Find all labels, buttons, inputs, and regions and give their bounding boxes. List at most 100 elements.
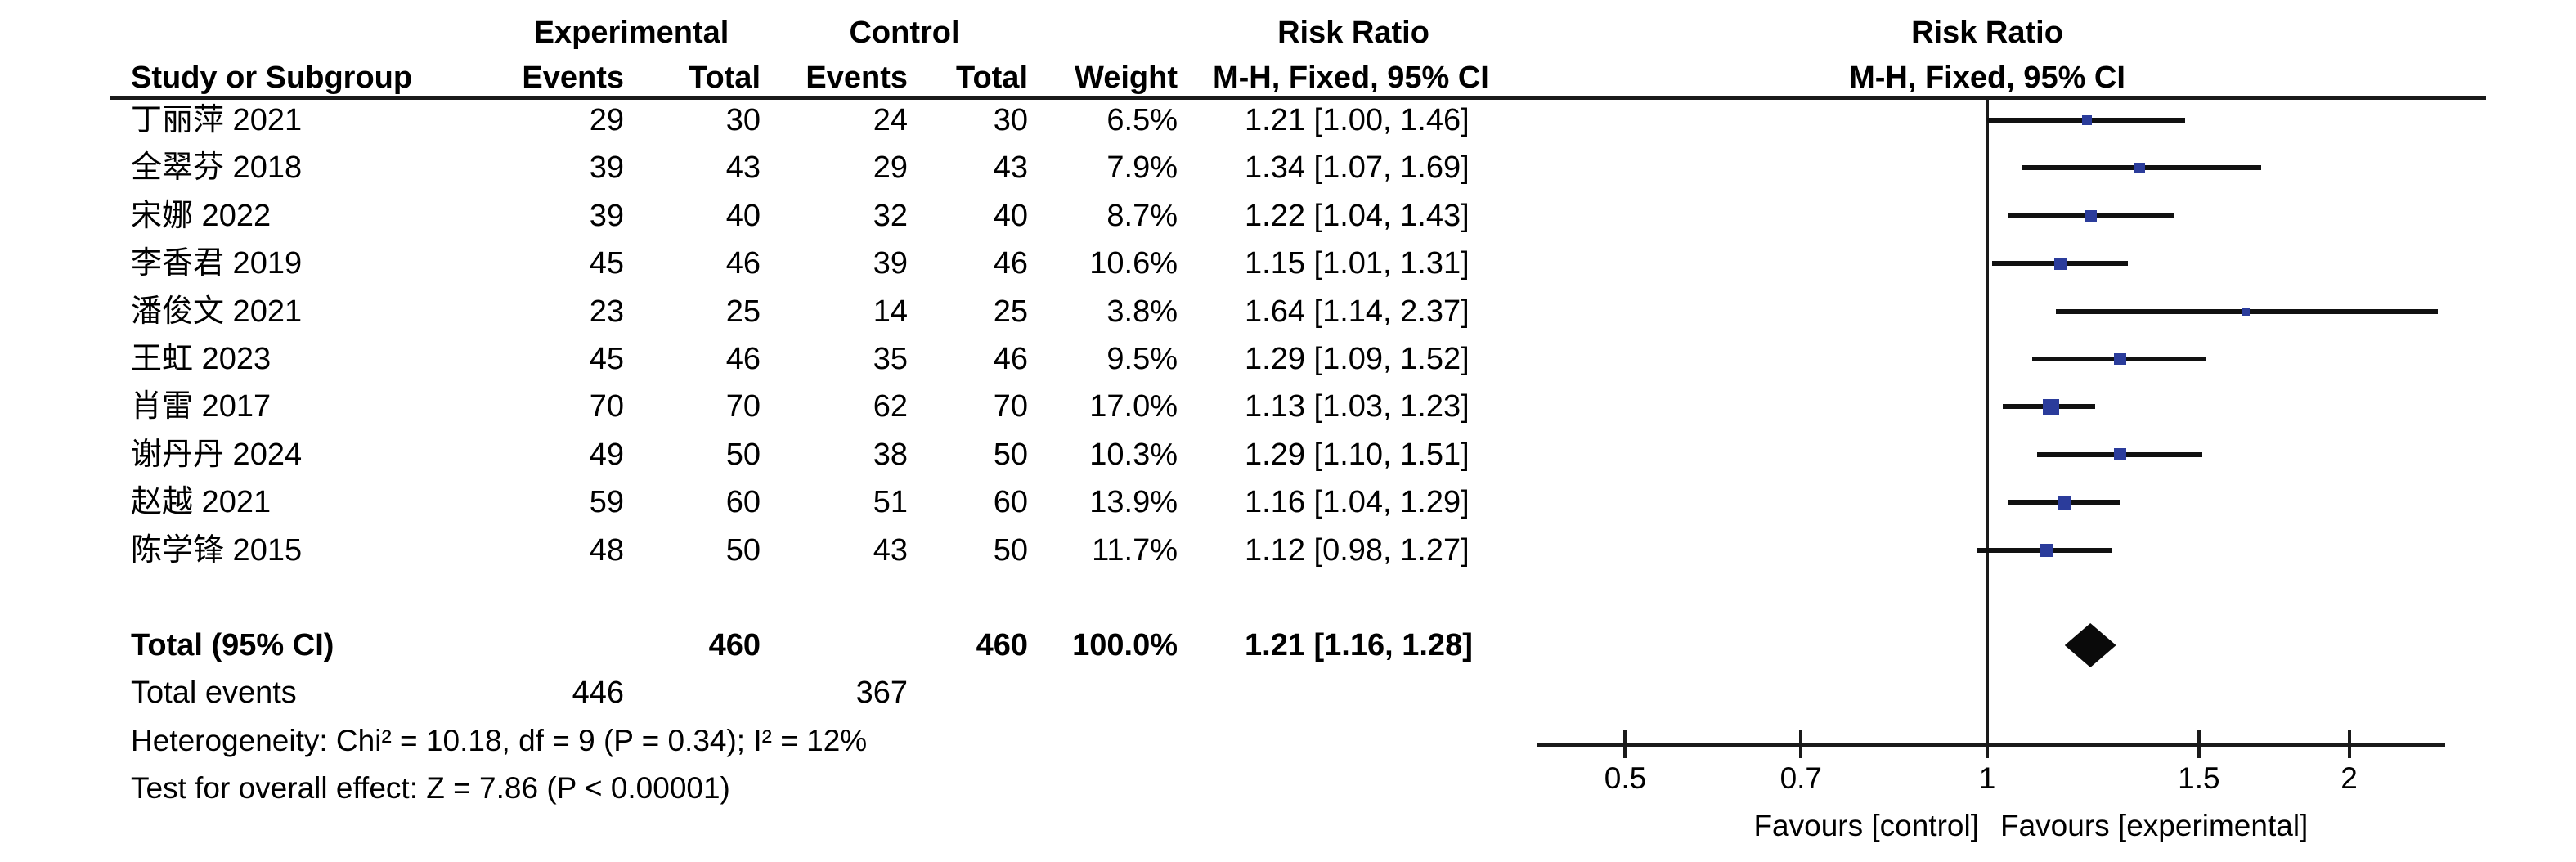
study-ctrl-total: 46: [993, 246, 1028, 281]
study-name: 宋娜 2022: [131, 198, 272, 233]
study-ctrl-total: 43: [993, 150, 1028, 186]
study-exp-total: 30: [725, 103, 761, 137]
study-rr-ci-text: 1.15 [1.01, 1.31]: [1245, 246, 1470, 281]
study-exp-total: 50: [725, 532, 761, 568]
study-exp-total: 50: [725, 437, 761, 472]
study-weight: 8.7%: [1106, 198, 1178, 233]
col-header-weight: Weight: [1075, 61, 1178, 95]
col-header-ctrl-events: Events: [806, 61, 908, 95]
study-rr-ci-text: 1.22 [1.04, 1.43]: [1245, 198, 1470, 233]
total-diamond: [2064, 623, 2116, 667]
study-exp-events: 49: [589, 437, 624, 472]
header-underline: [110, 96, 2486, 100]
study-ctrl-events: 38: [873, 437, 908, 472]
overall-effect-text: Test for overall effect: Z = 7.86 (P < 0…: [131, 771, 730, 805]
study-rr-ci-text: 1.29 [1.10, 1.51]: [1245, 437, 1470, 472]
axis-tick: [1623, 730, 1627, 758]
study-ctrl-total: 30: [993, 103, 1028, 137]
total-label: Total (95% CI): [131, 628, 334, 662]
favours-experimental-label: Favours [experimental]: [2000, 809, 2309, 842]
study-weight: 3.8%: [1106, 294, 1178, 329]
study-rr-ci-text: 1.21 [1.00, 1.46]: [1245, 103, 1470, 137]
total-events-exp: 446: [572, 676, 624, 710]
study-ctrl-events: 51: [873, 485, 908, 520]
study-ctrl-total: 60: [993, 485, 1028, 520]
total-events-ctrl: 367: [855, 676, 908, 710]
reference-line: [1986, 98, 1989, 758]
header-risk-ratio-table: Risk Ratio: [1277, 16, 1429, 50]
effect-square: [2053, 257, 2067, 270]
col-header-mh-fixed: M-H, Fixed, 95% CI: [1213, 61, 1489, 95]
study-ctrl-total: 40: [993, 198, 1028, 233]
study-name: 王虹 2023: [131, 342, 272, 376]
study-exp-events: 70: [589, 389, 624, 424]
study-exp-total: 46: [725, 246, 761, 281]
study-weight: 10.6%: [1089, 246, 1178, 281]
study-ctrl-total: 46: [993, 342, 1028, 376]
effect-square: [2114, 352, 2126, 366]
study-exp-events: 45: [589, 342, 624, 376]
col-header-ctrl-total: Total: [956, 61, 1028, 95]
study-exp-events: 59: [589, 485, 624, 520]
favours-control-label: Favours [control]: [1753, 809, 1979, 842]
study-ctrl-total: 70: [993, 389, 1028, 424]
study-name: 赵越 2021: [131, 485, 272, 520]
header-control-group: Control: [849, 16, 960, 50]
study-name: 李香君 2019: [131, 246, 303, 281]
study-name: 肖雷 2017: [131, 389, 272, 424]
study-weight: 9.5%: [1106, 342, 1178, 376]
study-name: 丁丽萍 2021: [131, 103, 303, 137]
study-weight: 11.7%: [1092, 532, 1178, 568]
study-weight: 10.3%: [1089, 437, 1178, 472]
total-exp-total: 460: [708, 628, 761, 662]
study-exp-events: 29: [589, 103, 624, 137]
axis-tick-label: 0.5: [1604, 761, 1647, 795]
axis-tick-label: 1: [1978, 761, 1996, 795]
study-exp-events: 39: [589, 198, 624, 233]
study-rr-ci-text: 1.34 [1.07, 1.69]: [1245, 150, 1470, 186]
study-ctrl-total: 50: [993, 532, 1028, 568]
total-weight: 100.0%: [1072, 628, 1178, 662]
col-header-exp-events: Events: [522, 61, 624, 95]
axis-tick: [2197, 730, 2201, 758]
study-ctrl-events: 62: [873, 389, 908, 424]
axis-tick: [1986, 730, 1989, 758]
study-exp-total: 40: [725, 198, 761, 233]
study-ctrl-events: 14: [873, 294, 908, 329]
study-exp-total: 25: [725, 294, 761, 329]
effect-square: [2085, 209, 2097, 222]
study-ctrl-events: 39: [873, 246, 908, 281]
axis-tick-label: 1.5: [2178, 761, 2220, 795]
study-rr-ci-text: 1.16 [1.04, 1.29]: [1245, 485, 1470, 520]
effect-square: [2114, 448, 2127, 461]
axis-tick: [1799, 730, 1803, 758]
study-ctrl-total: 25: [993, 294, 1028, 329]
study-rr-ci-text: 1.12 [0.98, 1.27]: [1245, 532, 1470, 568]
study-exp-total: 43: [725, 150, 761, 186]
study-ctrl-events: 29: [873, 150, 908, 186]
total-rr-ci: 1.21 [1.16, 1.28]: [1245, 628, 1473, 662]
effect-square: [2043, 398, 2059, 415]
study-name: 潘俊文 2021: [131, 294, 303, 329]
study-name: 谢丹丹 2024: [131, 437, 303, 472]
header-risk-ratio-plot: Risk Ratio: [1911, 16, 2063, 50]
study-exp-events: 45: [589, 246, 624, 281]
study-ctrl-events: 24: [873, 103, 908, 137]
study-weight: 13.9%: [1089, 485, 1178, 520]
axis-tick-label: 2: [2340, 761, 2358, 795]
x-axis-line: [1537, 743, 2445, 747]
total-ctrl-total: 460: [976, 628, 1028, 662]
axis-tick-label: 0.7: [1779, 761, 1822, 795]
effect-square: [2040, 543, 2053, 557]
effect-square: [2081, 115, 2092, 125]
study-rr-ci-text: 1.13 [1.03, 1.23]: [1245, 389, 1470, 424]
col-header-exp-total: Total: [689, 61, 761, 95]
effect-square: [2241, 307, 2250, 316]
study-rr-ci-text: 1.29 [1.09, 1.52]: [1245, 342, 1470, 376]
study-weight: 6.5%: [1106, 103, 1178, 137]
header-experimental-group: Experimental: [533, 16, 729, 50]
study-rr-ci-text: 1.64 [1.14, 2.37]: [1245, 294, 1470, 329]
effect-square: [2058, 495, 2072, 510]
total-events-label: Total events: [131, 676, 297, 710]
